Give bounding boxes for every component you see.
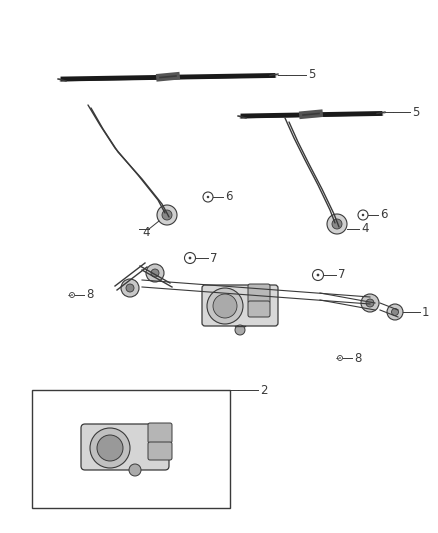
FancyBboxPatch shape xyxy=(202,285,278,326)
Circle shape xyxy=(126,284,134,292)
FancyBboxPatch shape xyxy=(248,284,270,303)
Circle shape xyxy=(332,219,342,229)
Circle shape xyxy=(189,256,191,260)
Bar xyxy=(32,390,230,508)
Text: 2: 2 xyxy=(260,384,268,397)
FancyBboxPatch shape xyxy=(248,301,270,317)
Text: 6: 6 xyxy=(225,190,233,204)
Circle shape xyxy=(162,210,172,220)
FancyBboxPatch shape xyxy=(148,423,172,443)
FancyBboxPatch shape xyxy=(148,442,172,460)
Circle shape xyxy=(213,294,237,318)
Circle shape xyxy=(129,464,141,476)
Text: 4: 4 xyxy=(142,227,149,239)
Text: 8: 8 xyxy=(354,351,361,365)
Circle shape xyxy=(235,325,245,335)
Circle shape xyxy=(392,309,399,316)
Circle shape xyxy=(157,205,177,225)
Text: 5: 5 xyxy=(412,106,419,118)
Text: 5: 5 xyxy=(308,69,315,82)
Text: 7: 7 xyxy=(338,269,346,281)
Text: 4: 4 xyxy=(361,222,368,236)
Circle shape xyxy=(339,357,341,359)
Circle shape xyxy=(207,288,243,324)
Circle shape xyxy=(366,299,374,307)
Text: 8: 8 xyxy=(86,288,93,302)
Circle shape xyxy=(146,264,164,282)
Circle shape xyxy=(317,273,319,277)
Circle shape xyxy=(327,214,347,234)
Circle shape xyxy=(121,279,139,297)
Circle shape xyxy=(71,294,73,296)
Circle shape xyxy=(387,304,403,320)
FancyBboxPatch shape xyxy=(81,424,169,470)
Text: 7: 7 xyxy=(210,252,218,264)
Circle shape xyxy=(362,214,364,216)
Circle shape xyxy=(207,196,209,198)
Circle shape xyxy=(90,428,130,468)
Circle shape xyxy=(151,269,159,277)
Text: 6: 6 xyxy=(380,208,388,222)
Circle shape xyxy=(361,294,379,312)
Text: 1: 1 xyxy=(422,305,430,319)
Circle shape xyxy=(97,435,123,461)
